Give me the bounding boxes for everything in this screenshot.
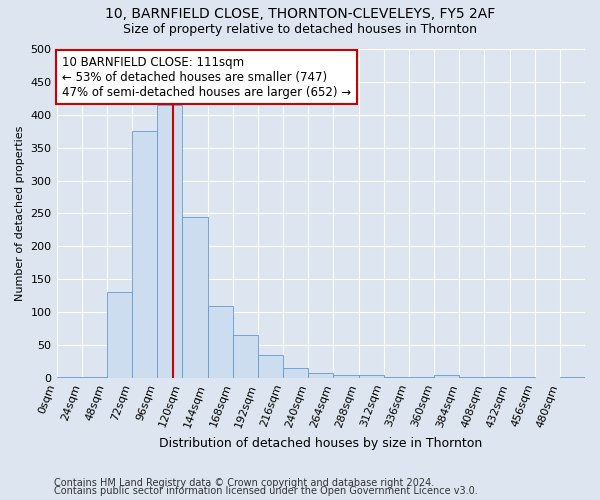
Bar: [283, 368, 308, 378]
Text: Size of property relative to detached houses in Thornton: Size of property relative to detached ho…: [123, 22, 477, 36]
Bar: [308, 372, 334, 378]
Text: 10, BARNFIELD CLOSE, THORNTON-CLEVELEYS, FY5 2AF: 10, BARNFIELD CLOSE, THORNTON-CLEVELEYS,…: [105, 8, 495, 22]
Bar: [182, 217, 208, 378]
Bar: [56, 376, 82, 378]
Text: 10 BARNFIELD CLOSE: 111sqm
← 53% of detached houses are smaller (747)
47% of sem: 10 BARNFIELD CLOSE: 111sqm ← 53% of deta…: [62, 56, 351, 98]
Bar: [334, 374, 359, 378]
Bar: [258, 355, 283, 378]
Bar: [560, 376, 585, 378]
Bar: [107, 292, 132, 378]
Bar: [157, 105, 182, 378]
Bar: [82, 376, 107, 378]
Text: Contains HM Land Registry data © Crown copyright and database right 2024.: Contains HM Land Registry data © Crown c…: [54, 478, 434, 488]
X-axis label: Distribution of detached houses by size in Thornton: Distribution of detached houses by size …: [159, 437, 482, 450]
Bar: [233, 335, 258, 378]
Y-axis label: Number of detached properties: Number of detached properties: [15, 126, 25, 301]
Bar: [359, 374, 383, 378]
Bar: [434, 374, 459, 378]
Text: Contains public sector information licensed under the Open Government Licence v3: Contains public sector information licen…: [54, 486, 478, 496]
Bar: [132, 131, 157, 378]
Bar: [208, 306, 233, 378]
